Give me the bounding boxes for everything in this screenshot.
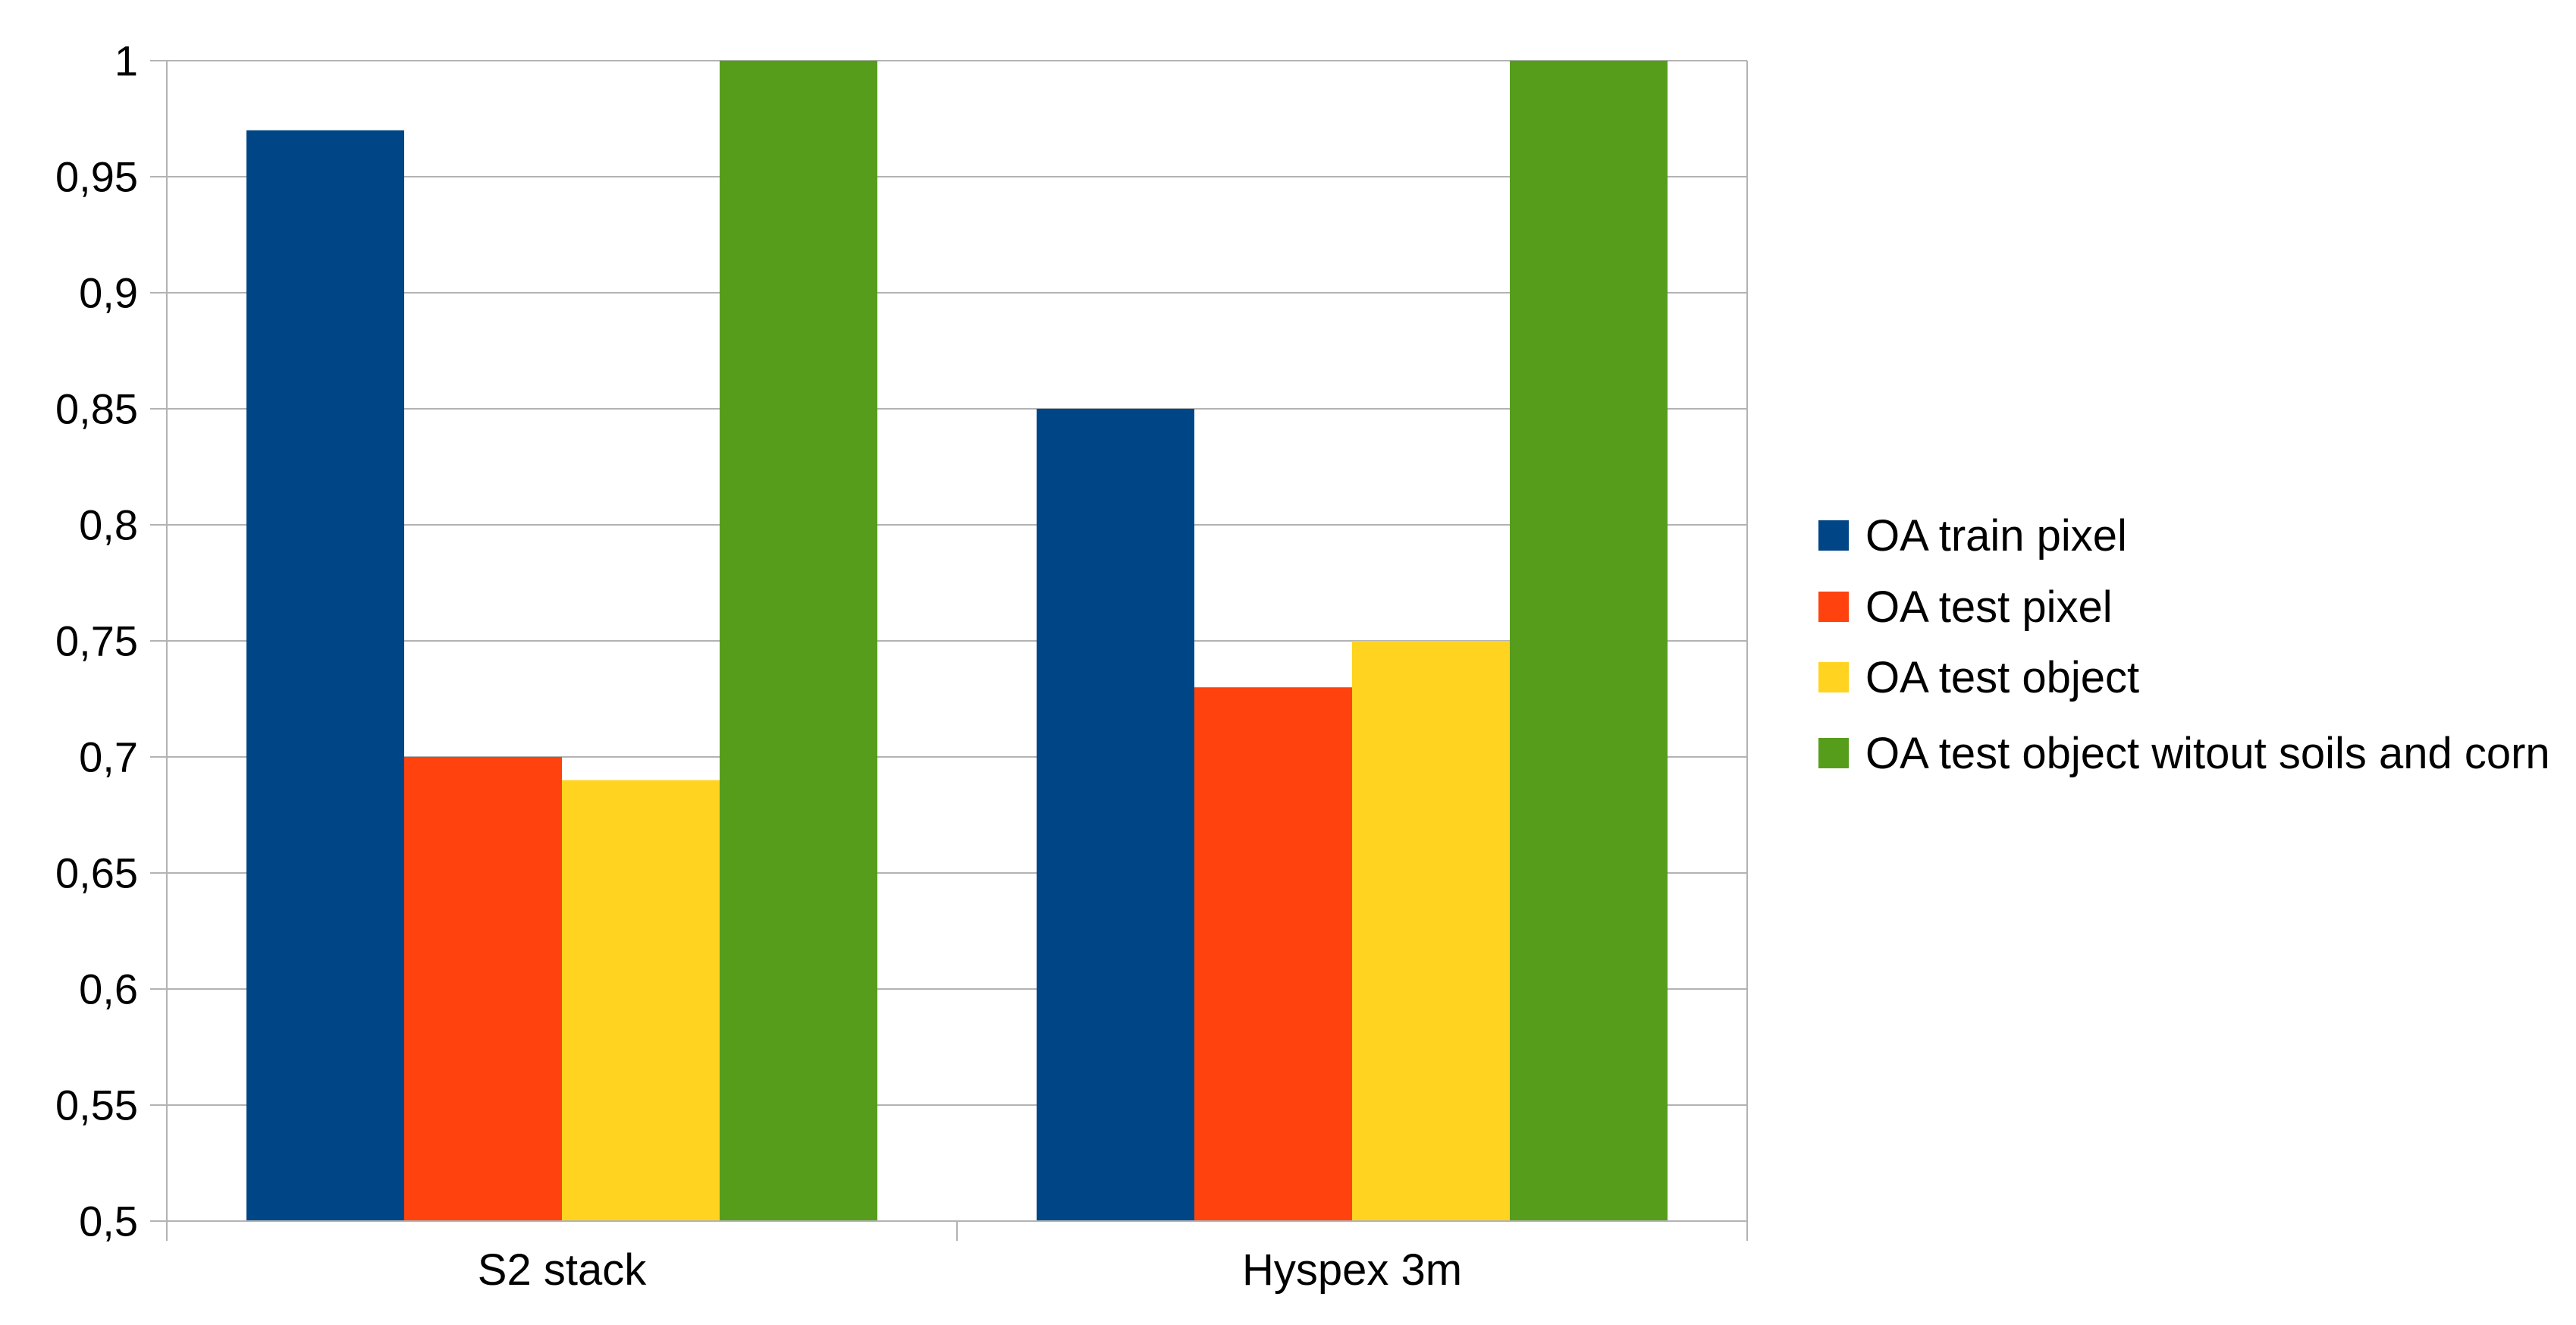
y-tick-label: 0,75 bbox=[55, 617, 138, 665]
legend-label: OA test object witout soils and corn bbox=[1865, 729, 2550, 778]
y-tick-label: 0,65 bbox=[55, 849, 138, 897]
legend-label: OA train pixel bbox=[1865, 511, 2127, 560]
y-tick-label: 0,55 bbox=[55, 1082, 138, 1129]
bar bbox=[720, 61, 877, 1221]
bars-layer bbox=[246, 61, 1668, 1221]
legend-label: OA test object bbox=[1865, 653, 2139, 702]
y-tick-label: 0,6 bbox=[79, 965, 138, 1013]
legend-swatch bbox=[1818, 662, 1849, 692]
y-tick-label: 1 bbox=[115, 37, 138, 85]
y-tick-label: 0,85 bbox=[55, 385, 138, 433]
bar bbox=[1510, 61, 1668, 1221]
x-tick-label: Hyspex 3m bbox=[1242, 1245, 1462, 1295]
legend-label: OA test pixel bbox=[1865, 582, 2113, 632]
axis-layer: 0,5 0,55 0,6 0,65 0,7 0,75 0,8 0,85 0,9 0,95 1 S2 s… bbox=[55, 37, 1748, 1295]
y-tick-label: 0,7 bbox=[79, 733, 138, 781]
legend-swatch bbox=[1818, 738, 1849, 768]
legend-swatch bbox=[1818, 520, 1849, 551]
bar bbox=[1037, 409, 1194, 1221]
bar bbox=[1352, 641, 1510, 1221]
legend-swatch bbox=[1818, 592, 1849, 622]
x-tick-label: S2 stack bbox=[478, 1245, 647, 1295]
legend: OA train pixel OA test pixel OA test objec… bbox=[1818, 511, 2550, 778]
bar bbox=[1194, 687, 1352, 1221]
y-tick-label: 0,5 bbox=[79, 1198, 138, 1245]
y-tick-label: 0,8 bbox=[79, 501, 138, 549]
y-tick-label: 0,95 bbox=[55, 153, 138, 201]
bar bbox=[562, 780, 720, 1221]
y-tick-label: 0,9 bbox=[79, 269, 138, 317]
bar bbox=[246, 130, 404, 1221]
bar bbox=[404, 757, 562, 1221]
